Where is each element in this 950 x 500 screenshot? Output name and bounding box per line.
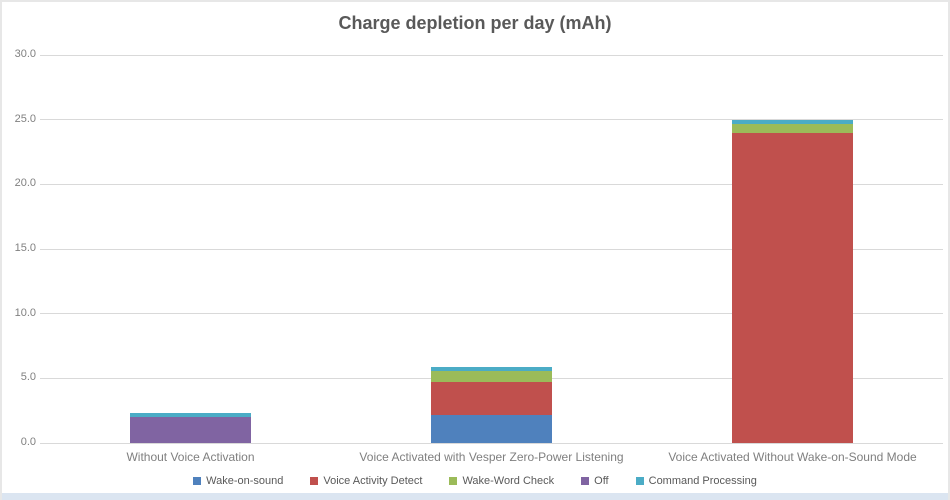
legend-item-wake-on-sound: Wake-on-sound xyxy=(193,475,283,487)
bar-segment-off xyxy=(130,417,251,443)
x-category-label: Voice Activated with Vesper Zero-Power L… xyxy=(359,450,624,464)
legend-label: Voice Activity Detect xyxy=(323,475,423,487)
legend-swatch-icon xyxy=(635,477,644,485)
plot-area xyxy=(40,54,943,444)
gridline xyxy=(40,183,943,185)
gridline xyxy=(40,313,943,315)
gridline xyxy=(40,54,943,56)
x-category-label: Voice Activated Without Wake-on-Sound Mo… xyxy=(668,450,917,464)
legend-item-command-processing: Command Processing xyxy=(635,475,757,487)
chart-title: Charge depletion per day (mAh) xyxy=(338,13,612,33)
legend-item-off: Off xyxy=(581,475,609,487)
legend-item-voice-activity-detect: Voice Activity Detect xyxy=(310,475,422,487)
legend-label: Wake-on-sound xyxy=(206,475,284,487)
bar-segment-command-processing xyxy=(732,120,853,125)
bottom-edge-strip xyxy=(2,493,948,500)
bar-segment-voice-activity-detect xyxy=(431,382,552,416)
gridline xyxy=(40,248,943,250)
legend-swatch-icon xyxy=(449,477,458,485)
bar-segment-voice-activity-detect xyxy=(732,133,853,443)
bar-segment-wake-on-sound xyxy=(431,415,552,443)
y-tick-label: 10.0 xyxy=(14,306,36,319)
legend-swatch-icon xyxy=(193,477,202,485)
bar-segment-wake-word-check xyxy=(431,370,552,383)
y-axis-tick-labels: 0.0 5.0 10.0 15.0 20.0 25.0 30.0 xyxy=(2,48,36,448)
y-tick-label: 30.0 xyxy=(14,48,36,60)
y-tick-label: 0.0 xyxy=(20,436,36,448)
y-tick-label: 15.0 xyxy=(14,242,36,254)
bar-segment-command-processing xyxy=(130,412,251,418)
x-axis-category-labels: Without Voice Activation Voice Activated … xyxy=(40,450,943,466)
legend: Wake-on-sound Voice Activity Detect Wake-W… xyxy=(2,475,948,487)
legend-item-wake-word-check: Wake-Word Check xyxy=(449,475,554,487)
y-tick-label: 20.0 xyxy=(14,177,36,190)
legend-label: Wake-Word Check xyxy=(462,475,555,487)
legend-swatch-icon xyxy=(310,477,319,485)
legend-swatch-icon xyxy=(581,477,590,485)
y-tick-label: 5.0 xyxy=(20,371,36,384)
legend-label: Command Processing xyxy=(648,475,757,487)
legend-label: Off xyxy=(594,475,609,487)
x-category-label: Without Voice Activation xyxy=(126,450,255,464)
bar-segment-wake-word-check xyxy=(732,124,853,134)
bar-segment-command-processing xyxy=(431,366,552,371)
gridline xyxy=(40,119,943,121)
gridline xyxy=(40,442,943,444)
y-tick-label: 25.0 xyxy=(14,112,36,125)
